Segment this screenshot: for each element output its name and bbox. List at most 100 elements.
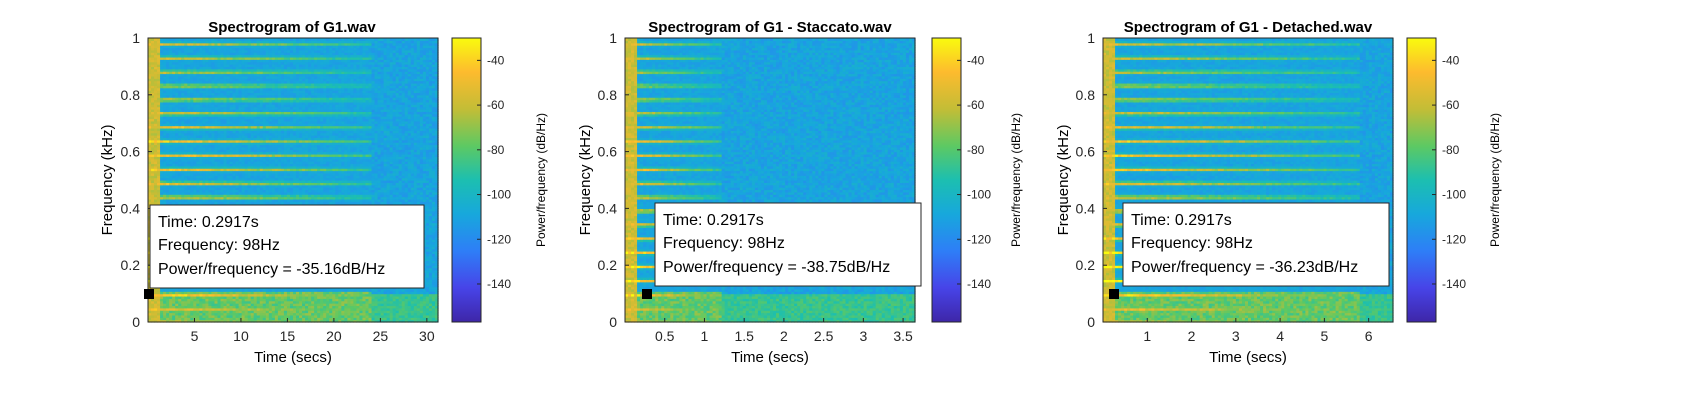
- heatmap-cell: [190, 104, 194, 108]
- heatmap-cell: [178, 90, 182, 94]
- heatmap-cell: [154, 291, 158, 295]
- heatmap-cell: [154, 305, 158, 309]
- heatmap-cell: [181, 106, 185, 110]
- heatmap-cell: [148, 52, 152, 56]
- heatmap-cell: [187, 125, 191, 129]
- heatmap-cell: [148, 97, 152, 101]
- heatmap-cell: [160, 125, 164, 129]
- heatmap-cell: [160, 194, 164, 198]
- heatmap-cell: [178, 113, 182, 117]
- heatmap-cell: [163, 191, 167, 195]
- heatmap-cell: [166, 165, 170, 169]
- heatmap-cell: [157, 82, 161, 86]
- heatmap-cell: [151, 198, 155, 202]
- heatmap-cell: [187, 165, 191, 169]
- heatmap-cell: [178, 293, 182, 297]
- heatmap-cell: [151, 56, 155, 60]
- heatmap-cell: [163, 54, 167, 58]
- heatmap-cell: [175, 312, 179, 316]
- heatmap-cell: [163, 314, 167, 318]
- heatmap-cell: [178, 54, 182, 58]
- heatmap-cell: [166, 90, 170, 94]
- heatmap-cell: [181, 90, 185, 94]
- heatmap-cell: [163, 298, 167, 302]
- heatmap-cell: [148, 298, 152, 302]
- heatmap-cell: [187, 293, 191, 297]
- heatmap-cell: [178, 191, 182, 195]
- heatmap-cell: [163, 116, 167, 120]
- heatmap-cell: [148, 106, 152, 110]
- heatmap-cell: [166, 187, 170, 191]
- heatmap-cell: [175, 182, 179, 186]
- heatmap-cell: [175, 303, 179, 307]
- heatmap-cell: [169, 90, 173, 94]
- heatmap-cell: [154, 187, 158, 191]
- heatmap-cell: [166, 120, 170, 124]
- heatmap-cell: [163, 288, 167, 292]
- heatmap-cell: [181, 87, 185, 91]
- heatmap-cell: [172, 75, 176, 79]
- heatmap-cell: [172, 106, 176, 110]
- heatmap-cell: [163, 149, 167, 153]
- heatmap-cell: [184, 168, 188, 172]
- heatmap-cell: [166, 92, 170, 96]
- heatmap-cell: [187, 151, 191, 155]
- heatmap-cell: [154, 298, 158, 302]
- heatmap-cell: [184, 92, 188, 96]
- heatmap-cell: [184, 151, 188, 155]
- heatmap-cell: [157, 291, 161, 295]
- heatmap-cell: [163, 310, 167, 314]
- heatmap-cell: [178, 312, 182, 316]
- heatmap-cell: [172, 312, 176, 316]
- heatmap-cell: [184, 189, 188, 193]
- heatmap-cell: [184, 82, 188, 86]
- heatmap-cell: [160, 132, 164, 136]
- heatmap-cell: [178, 47, 182, 51]
- heatmap-cell: [148, 303, 152, 307]
- heatmap-cell: [181, 80, 185, 84]
- heatmap-cell: [166, 168, 170, 172]
- heatmap-cell: [184, 73, 188, 77]
- heatmap-cell: [157, 172, 161, 176]
- heatmap-cell: [187, 109, 191, 112]
- heatmap-cell: [148, 130, 152, 134]
- heatmap-cell: [160, 153, 164, 157]
- heatmap-cell: [190, 132, 194, 136]
- heatmap-cell: [157, 66, 161, 70]
- heatmap-cell: [172, 85, 176, 89]
- heatmap-cell: [148, 300, 152, 304]
- heatmap-cell: [175, 288, 179, 292]
- heatmap-cell: [154, 92, 158, 96]
- heatmap-cell: [163, 151, 167, 155]
- heatmap-cell: [184, 47, 188, 51]
- heatmap-cell: [184, 85, 188, 89]
- heatmap-cell: [184, 175, 188, 179]
- heatmap-cell: [187, 61, 191, 65]
- heatmap-cell: [154, 300, 158, 304]
- heatmap-cell: [163, 312, 167, 316]
- heatmap-cell: [160, 170, 164, 174]
- heatmap-cell: [157, 146, 161, 150]
- heatmap-cell: [169, 201, 173, 205]
- heatmap-cell: [151, 153, 155, 157]
- heatmap-cell: [157, 125, 161, 129]
- heatmap-cell: [181, 132, 185, 136]
- heatmap-cell: [184, 123, 188, 127]
- heatmap-cell: [175, 184, 179, 188]
- heatmap-cell: [151, 300, 155, 304]
- heatmap-cell: [148, 56, 152, 60]
- heatmap-cell: [157, 104, 161, 108]
- heatmap-cell: [178, 300, 182, 304]
- heatmap-cell: [184, 177, 188, 181]
- heatmap-cell: [151, 116, 155, 120]
- heatmap-cell: [172, 293, 176, 297]
- heatmap-cell: [154, 161, 158, 165]
- heatmap-cell: [166, 153, 170, 157]
- heatmap-cell: [148, 196, 152, 200]
- heatmap-cell: [160, 175, 164, 179]
- heatmap-cell: [157, 303, 161, 307]
- heatmap-cell: [157, 158, 161, 162]
- heatmap-cell: [166, 158, 170, 162]
- heatmap-cell: [187, 45, 191, 49]
- heatmap-cell: [154, 94, 158, 98]
